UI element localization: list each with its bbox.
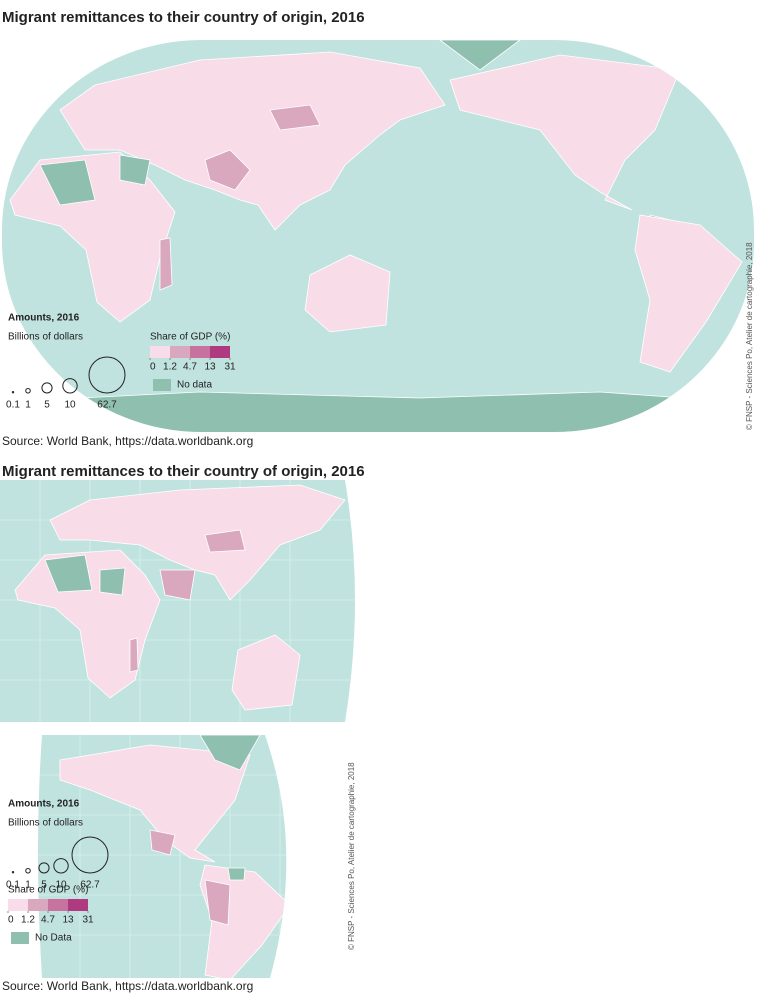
legend-title: Share of GDP (%) bbox=[150, 332, 230, 343]
no-data-label: No data bbox=[177, 380, 212, 391]
share-label: 13 bbox=[62, 915, 74, 926]
region bbox=[159, 237, 173, 291]
map-panel-west bbox=[38, 735, 287, 978]
legend: Amounts, 2016 Billions of dollars 0.1 1 5 10 6… bbox=[6, 799, 109, 944]
size-circle bbox=[88, 356, 126, 394]
share-swatch bbox=[150, 346, 170, 358]
world-map bbox=[2, 40, 754, 432]
size-label: 0.1 bbox=[6, 400, 20, 411]
australia bbox=[231, 634, 301, 711]
share-label: 4.7 bbox=[41, 915, 55, 926]
map-panel-east bbox=[0, 480, 355, 722]
share-swatch bbox=[28, 899, 48, 911]
size-circle bbox=[25, 867, 31, 874]
australia bbox=[304, 254, 391, 333]
size-label: 5 bbox=[41, 880, 47, 891]
size-circle bbox=[11, 871, 15, 874]
region bbox=[129, 637, 139, 673]
size-label: 5 bbox=[44, 400, 50, 411]
share-label: 1.2 bbox=[163, 362, 177, 373]
size-label: 0.1 bbox=[6, 880, 20, 891]
size-label: 10 bbox=[64, 400, 76, 411]
share-label: 31 bbox=[224, 362, 236, 373]
region bbox=[227, 867, 246, 881]
region bbox=[149, 829, 231, 926]
legend: Amounts, 2016 Billions of dollars 0.1 1 5 10 6… bbox=[6, 313, 236, 411]
size-circle bbox=[41, 382, 53, 394]
africa bbox=[9, 151, 176, 323]
source: Source: World Bank, https://data.worldba… bbox=[2, 979, 253, 993]
size-circle bbox=[11, 391, 15, 394]
size-label: 1 bbox=[25, 880, 31, 891]
share-label: 4.7 bbox=[183, 362, 197, 373]
no-data-swatch bbox=[11, 932, 29, 944]
region bbox=[39, 40, 522, 206]
greenland bbox=[689, 44, 741, 91]
share-label: 13 bbox=[204, 362, 216, 373]
map-title: Migrant remittances to their country of … bbox=[2, 9, 365, 26]
size-label: 62.7 bbox=[97, 400, 117, 411]
size-circle bbox=[71, 836, 109, 874]
region bbox=[44, 554, 126, 596]
greenland bbox=[199, 735, 261, 771]
legend-title: Amounts, 2016 bbox=[8, 313, 80, 324]
share-label: 1.2 bbox=[21, 915, 35, 926]
size-circle bbox=[38, 862, 50, 874]
no-data-swatch bbox=[153, 379, 171, 391]
size-circle bbox=[25, 387, 31, 394]
eurasia bbox=[59, 51, 446, 231]
no-data-label: No Data bbox=[35, 933, 72, 944]
credit: © FNSP - Sciences Po, Atelier de cartogr… bbox=[347, 762, 356, 950]
share-label: 31 bbox=[82, 915, 94, 926]
north-america bbox=[59, 744, 251, 863]
share-label: 0 bbox=[8, 915, 14, 926]
size-circle bbox=[53, 858, 69, 874]
size-label: 62.7 bbox=[80, 880, 100, 891]
region bbox=[159, 529, 246, 601]
size-label: 1 bbox=[25, 400, 31, 411]
legend-title: Share of GDP (%) bbox=[8, 885, 88, 896]
share-swatch bbox=[170, 346, 190, 358]
south-america bbox=[634, 214, 743, 373]
legend-title: Amounts, 2016 bbox=[8, 799, 80, 810]
source: Source: World Bank, https://data.worldba… bbox=[2, 434, 253, 448]
share-swatch bbox=[48, 899, 68, 911]
share-swatch bbox=[190, 346, 210, 358]
map-title: Migrant remittances to their country of … bbox=[2, 463, 365, 480]
legend-unit: Billions of dollars bbox=[8, 332, 83, 343]
africa bbox=[14, 549, 161, 699]
credit: © FNSP - Sciences Po, Atelier de cartogr… bbox=[745, 242, 754, 430]
share-swatch bbox=[68, 899, 88, 911]
size-circle bbox=[62, 378, 78, 394]
share-swatch bbox=[210, 346, 230, 358]
size-label: 10 bbox=[55, 880, 67, 891]
share-swatch bbox=[8, 899, 28, 911]
eurasia bbox=[49, 484, 346, 601]
antarctica bbox=[39, 391, 741, 432]
legend-unit: Billions of dollars bbox=[8, 818, 83, 829]
share-label: 0 bbox=[150, 362, 156, 373]
